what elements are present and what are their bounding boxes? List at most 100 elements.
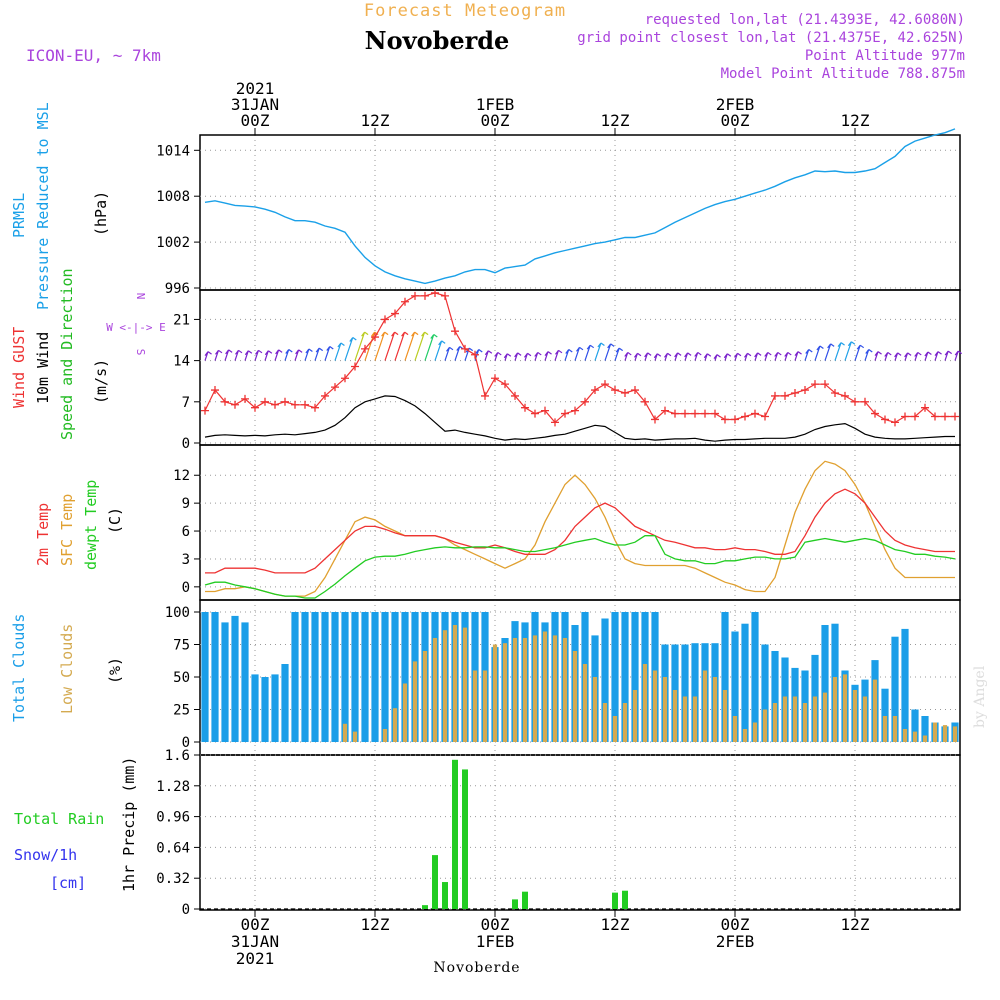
- y-tick-label: 1014: [156, 143, 190, 159]
- gust-marker: [371, 333, 379, 342]
- wind-arrow: [514, 352, 522, 361]
- wind-arrow: [274, 349, 283, 361]
- total-cloud-bar: [821, 625, 829, 742]
- wind-arrow: [694, 351, 702, 361]
- top-time-label: 1FEB: [476, 95, 515, 114]
- gust-marker: [881, 415, 889, 424]
- low-cloud-bar: [712, 677, 718, 742]
- gust-marker: [701, 409, 709, 418]
- gust-marker: [911, 412, 919, 421]
- total-cloud-bar: [271, 674, 279, 742]
- total-cloud-bar: [361, 612, 369, 742]
- y-tick-label: 75: [173, 638, 190, 654]
- gust-marker: [711, 409, 719, 418]
- top-time-label: 00Z: [241, 111, 270, 130]
- clouds-panel: Total Clouds Low Clouds (%) 0 25 50 75 100: [10, 605, 960, 751]
- total-cloud-bar: [891, 636, 899, 742]
- low-cloud-bar: [632, 690, 638, 742]
- wind-arrow: [854, 344, 865, 361]
- gust-marker: [421, 291, 429, 300]
- gust-marker: [761, 412, 769, 421]
- pressure-ylabel: (hPa): [92, 191, 110, 236]
- wind-arrow: [904, 352, 912, 361]
- low-cloud-bar: [562, 638, 568, 742]
- rain-bar: [522, 891, 528, 909]
- wind-arrow: [544, 351, 552, 361]
- total-cloud-bar: [231, 615, 239, 742]
- gust-marker: [471, 350, 479, 359]
- gust-marker: [931, 412, 939, 421]
- wind-arrow: [804, 348, 813, 361]
- gust-marker: [631, 386, 639, 395]
- wind-arrow: [224, 349, 233, 361]
- low-cloud-bar: [522, 638, 528, 742]
- gust-marker: [771, 391, 779, 400]
- pressure-label-2: Pressure Reduced to MSL: [34, 102, 52, 310]
- wind-arrow: [703, 353, 712, 361]
- gust-marker: [291, 400, 299, 409]
- total-cloud-bar: [631, 612, 639, 742]
- total-cloud-bar: [221, 622, 229, 742]
- low-clouds-label: Low Clouds: [58, 624, 76, 714]
- low-cloud-bar: [532, 635, 538, 742]
- sfc-temp-line: [205, 460, 955, 597]
- total-cloud-bar: [281, 664, 289, 742]
- rain-bar: [612, 892, 618, 909]
- wind-arrow: [824, 343, 835, 361]
- temp-ylabel: (C): [106, 507, 124, 534]
- gust-marker: [361, 344, 369, 353]
- gust-marker: [511, 391, 519, 400]
- bottom-time-label: 00Z: [241, 915, 270, 934]
- point-altitude: Point Altitude 977m: [805, 48, 965, 64]
- top-time-label: 00Z: [721, 111, 750, 130]
- gust-line: [204, 292, 955, 424]
- clouds-ylabel: (%): [106, 657, 124, 684]
- wind-arrow: [204, 351, 212, 361]
- wind-arrow: [653, 353, 662, 361]
- compass-south: S: [134, 349, 147, 356]
- pressure-panel: PRMSL Pressure Reduced to MSL (hPa) 996 1…: [10, 102, 960, 310]
- low-cloud-bar: [662, 677, 668, 742]
- wind-arrow: [884, 351, 892, 361]
- total-cloud-bar: [341, 612, 349, 742]
- gust-marker: [411, 291, 419, 300]
- low-cloud-bar: [622, 703, 628, 742]
- gust-marker: [451, 327, 459, 336]
- wind-arrow: [574, 346, 584, 361]
- wind-arrow: [914, 351, 922, 361]
- low-cloud-bar: [822, 692, 828, 742]
- wind-arrow: [214, 349, 223, 361]
- y-tick-label: 1.6: [165, 748, 190, 764]
- y-tick-label: 25: [173, 703, 190, 719]
- wind-arrow: [494, 351, 502, 361]
- wind-arrow: [284, 348, 293, 361]
- low-cloud-bar: [772, 703, 778, 742]
- wind-arrow: [644, 352, 652, 361]
- gust-marker: [461, 344, 469, 353]
- low-cloud-bar: [442, 630, 448, 742]
- y-tick-label: 0.96: [156, 810, 190, 826]
- super-title: Forecast Meteogram: [364, 1, 566, 21]
- total-cloud-bar: [601, 618, 609, 742]
- gust-marker: [821, 380, 829, 389]
- total-cloud-bar: [691, 643, 699, 742]
- y-tick-label: 14: [173, 354, 190, 370]
- temperature-panel: 2m Temp SFC Temp dewpt Temp (C) 0 3 6 9 12: [34, 460, 960, 599]
- low-cloud-bar: [862, 696, 868, 742]
- rain-bar: [442, 882, 448, 909]
- gust-marker: [331, 383, 339, 392]
- low-cloud-bar: [422, 651, 428, 742]
- gust-marker: [551, 418, 559, 427]
- pressure-label-1: PRMSL: [10, 193, 28, 238]
- low-cloud-bar: [682, 696, 688, 742]
- wind-arrow: [894, 352, 902, 361]
- panel-frame: [199, 289, 961, 446]
- wind-arrow: [764, 351, 772, 361]
- low-cloud-bar: [792, 696, 798, 742]
- y-tick-label: 1.28: [156, 779, 190, 795]
- gust-marker: [571, 406, 579, 415]
- low-cloud-bar: [452, 625, 458, 742]
- gust-marker: [241, 394, 249, 403]
